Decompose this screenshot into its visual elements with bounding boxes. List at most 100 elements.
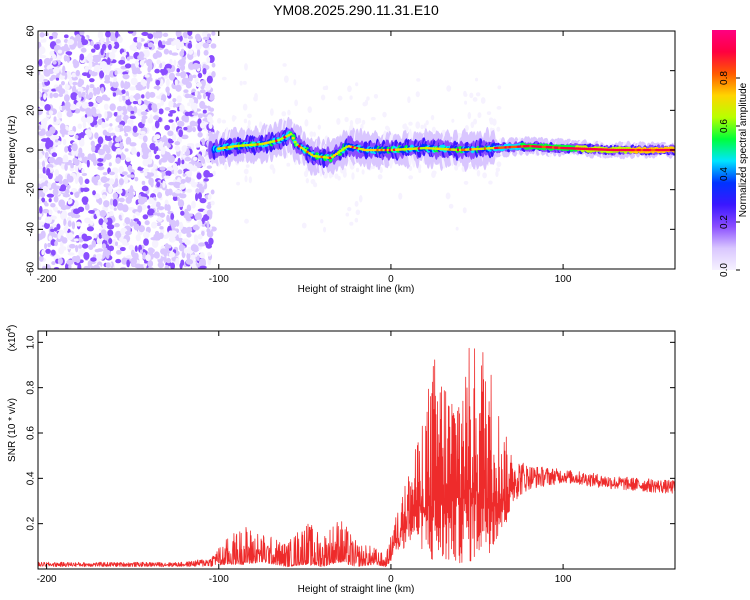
noise-cell bbox=[43, 222, 50, 230]
noise-cell bbox=[40, 128, 46, 136]
scatter-cell bbox=[307, 106, 312, 113]
y-tick-label: 40 bbox=[26, 65, 37, 77]
snr-line bbox=[38, 347, 675, 568]
scatter-cell bbox=[244, 63, 248, 71]
noise-cell bbox=[54, 240, 59, 247]
noise-cell bbox=[166, 204, 171, 212]
y-tick-label: 20 bbox=[26, 104, 37, 116]
noise-cell bbox=[134, 263, 142, 269]
scatter-cell bbox=[361, 169, 365, 175]
noise-cell bbox=[153, 85, 161, 90]
noise-cell bbox=[44, 202, 49, 207]
noise-cell bbox=[81, 39, 89, 46]
scatter-cell bbox=[385, 125, 390, 131]
noise-cell bbox=[195, 188, 200, 194]
noise-cell bbox=[197, 234, 203, 240]
noise-cell bbox=[43, 117, 50, 122]
noise-cell bbox=[103, 103, 109, 111]
noise-cell bbox=[173, 59, 177, 67]
noise-cell bbox=[97, 158, 104, 162]
noise-cell bbox=[138, 225, 145, 233]
noise-cell bbox=[63, 39, 69, 43]
noise-cell bbox=[66, 259, 74, 266]
y-tick-label: 60 bbox=[26, 25, 37, 37]
noise-cell bbox=[54, 169, 60, 177]
noise-cell bbox=[167, 130, 174, 137]
noise-cell bbox=[71, 188, 78, 193]
noise-cell bbox=[156, 181, 161, 188]
noise-cell bbox=[137, 167, 145, 171]
noise-cell bbox=[80, 152, 85, 158]
noise-cell bbox=[77, 87, 84, 93]
noise-cell bbox=[129, 44, 136, 51]
noise-cell bbox=[176, 95, 182, 104]
noise-cell bbox=[163, 175, 171, 179]
noise-cell bbox=[57, 111, 63, 119]
noise-cell bbox=[202, 92, 207, 100]
noise-cell bbox=[171, 133, 177, 142]
noise-cell bbox=[96, 209, 100, 218]
noise-cell bbox=[125, 157, 131, 162]
noise-cell bbox=[66, 56, 70, 63]
scatter-cell bbox=[354, 200, 359, 207]
noise-cell bbox=[48, 235, 53, 241]
noise-cell bbox=[187, 49, 194, 55]
noise-cell bbox=[174, 79, 178, 86]
scatter-cell bbox=[337, 175, 341, 181]
noise-cell bbox=[136, 84, 144, 91]
colorbar bbox=[712, 30, 736, 270]
noise-cell bbox=[73, 213, 81, 219]
noise-cell bbox=[192, 62, 200, 70]
noise-cell bbox=[142, 252, 147, 260]
noise-cell bbox=[86, 159, 90, 168]
noise-cell bbox=[103, 218, 108, 224]
scatter-cell bbox=[418, 168, 422, 174]
noise-cell bbox=[149, 77, 153, 82]
noise-cell bbox=[91, 239, 97, 248]
noise-cell bbox=[202, 261, 207, 266]
noise-cell bbox=[164, 63, 172, 70]
noise-cell bbox=[85, 235, 92, 241]
scatter-cell bbox=[488, 180, 493, 185]
noise-cell bbox=[198, 186, 205, 194]
noise-cell bbox=[99, 210, 107, 218]
scatter-cell bbox=[361, 119, 366, 125]
noise-cell bbox=[86, 55, 94, 62]
snr-line-series bbox=[38, 347, 675, 568]
noise-cell bbox=[43, 93, 47, 100]
noise-cell bbox=[68, 264, 72, 269]
noise-cell bbox=[49, 231, 56, 236]
noise-cell bbox=[161, 68, 168, 75]
noise-cell bbox=[121, 204, 129, 213]
noise-cell bbox=[144, 220, 150, 226]
noise-cell bbox=[197, 131, 203, 138]
noise-cell bbox=[109, 81, 114, 87]
noise-cell bbox=[181, 77, 189, 85]
noise-cell bbox=[100, 38, 104, 42]
noise-cell bbox=[78, 91, 82, 98]
scatter-cell bbox=[304, 119, 309, 127]
noise-cell bbox=[186, 163, 194, 170]
noise-cell bbox=[69, 103, 77, 111]
noise-cell bbox=[197, 113, 203, 119]
noise-cell bbox=[202, 160, 206, 164]
noise-cell bbox=[121, 171, 128, 176]
noise-cell bbox=[207, 193, 212, 200]
noise-cell bbox=[96, 248, 104, 252]
scatter-cell bbox=[431, 171, 436, 178]
noise-cell bbox=[86, 116, 94, 124]
noise-cell bbox=[211, 62, 216, 68]
top-axis-ticks: -200 -100 0 100 60 40 20 0 -20 -40 -60 bbox=[26, 25, 675, 285]
noise-cell bbox=[205, 243, 212, 249]
noise-cell bbox=[134, 245, 138, 252]
colorbar-tick-label: 0.0 bbox=[719, 263, 730, 277]
noise-cell bbox=[151, 168, 156, 174]
noise-cell bbox=[108, 178, 115, 185]
noise-cell bbox=[74, 191, 80, 198]
noise-cell bbox=[52, 60, 57, 65]
noise-cell bbox=[139, 249, 143, 254]
noise-cell bbox=[206, 56, 211, 64]
noise-cell bbox=[196, 93, 202, 100]
noise-cell bbox=[152, 106, 158, 113]
noise-cell bbox=[109, 171, 115, 176]
